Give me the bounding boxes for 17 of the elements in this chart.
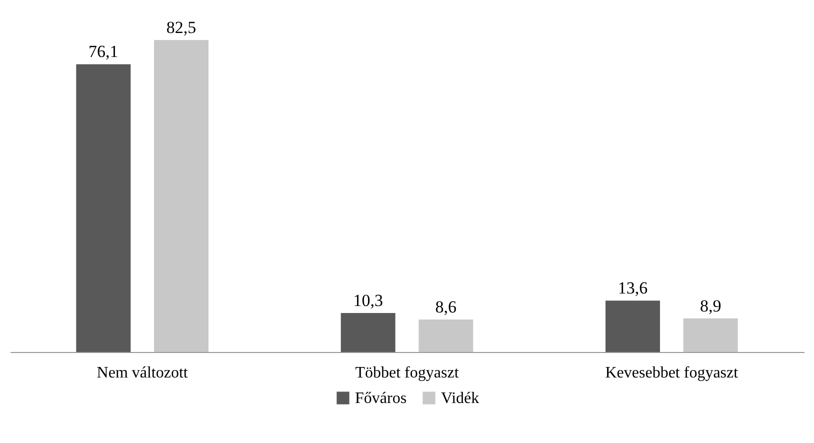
legend-label: Vidék — [441, 390, 480, 407]
data-label: 76,1 — [88, 42, 118, 62]
bar — [418, 319, 474, 352]
x-tick-label: Nem változott — [96, 364, 188, 382]
x-tick-label: Többet fogyaszt — [355, 364, 460, 382]
data-label: 10,3 — [353, 291, 383, 310]
bar — [154, 40, 208, 352]
data-label: 13,6 — [618, 278, 648, 298]
bar — [76, 64, 131, 352]
x-tick-label: Kevesebbet fogyaszt — [605, 364, 739, 382]
bar — [606, 300, 660, 352]
data-label: 82,5 — [166, 18, 196, 37]
data-label: 8,9 — [700, 296, 722, 316]
bar — [340, 313, 396, 352]
legend-label: Főváros — [355, 390, 407, 407]
data-label: 8,6 — [435, 297, 457, 316]
bar — [683, 318, 738, 352]
